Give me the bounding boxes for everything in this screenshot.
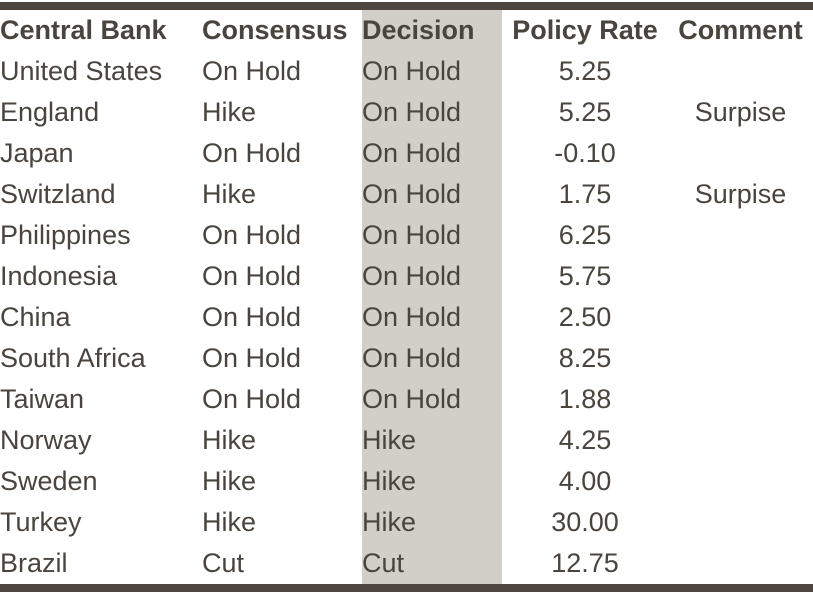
cell-consensus: Hike <box>202 179 257 209</box>
cell-central-bank: China <box>0 302 71 332</box>
cell-consensus: Hike <box>202 97 257 127</box>
central-bank-decisions-table: Central Bank Consensus Decision Policy R… <box>0 10 813 584</box>
cell-consensus: Cut <box>202 548 245 578</box>
table-row: Switzland Hike On Hold 1.75 Surpise <box>0 174 813 215</box>
table-row: Taiwan On Hold On Hold 1.88 <box>0 379 813 420</box>
cell-comment: Surpise <box>694 179 787 209</box>
cell-comment <box>668 338 813 379</box>
table-row: United States On Hold On Hold 5.25 <box>0 51 813 92</box>
header-consensus: Consensus <box>202 15 348 45</box>
cell-central-bank: United States <box>0 56 163 86</box>
header-comment: Comment <box>678 15 803 45</box>
cell-policy-rate: 4.25 <box>558 425 612 455</box>
table-row: Indonesia On Hold On Hold 5.75 <box>0 256 813 297</box>
cell-decision: On Hold <box>362 133 502 174</box>
cell-decision: On Hold <box>362 174 502 215</box>
cell-decision: Hike <box>362 420 502 461</box>
cell-consensus: Hike <box>202 466 257 496</box>
cell-decision: On Hold <box>362 92 502 133</box>
cell-comment <box>668 420 813 461</box>
table-row: Japan On Hold On Hold -0.10 <box>0 133 813 174</box>
cell-consensus: On Hold <box>202 261 302 291</box>
cell-central-bank: Japan <box>0 138 74 168</box>
cell-policy-rate: 12.75 <box>551 548 619 578</box>
cell-policy-rate: 4.00 <box>558 466 612 496</box>
table-row: Norway Hike Hike 4.25 <box>0 420 813 461</box>
cell-comment <box>668 502 813 543</box>
cell-decision: On Hold <box>362 379 502 420</box>
cell-central-bank: Sweden <box>0 466 98 496</box>
cell-decision: Hike <box>362 502 502 543</box>
cell-policy-rate: 5.25 <box>558 97 612 127</box>
cell-policy-rate: 6.25 <box>558 220 612 250</box>
cell-decision: On Hold <box>362 297 502 338</box>
cell-comment <box>668 51 813 92</box>
cell-consensus: On Hold <box>202 56 302 86</box>
cell-consensus: Hike <box>202 425 257 455</box>
cell-consensus: On Hold <box>202 220 302 250</box>
header-policy-rate: Policy Rate <box>512 15 658 45</box>
cell-consensus: On Hold <box>202 384 302 414</box>
cell-central-bank: Brazil <box>0 548 68 578</box>
cell-decision: On Hold <box>362 338 502 379</box>
cell-decision: Hike <box>362 461 502 502</box>
cell-comment <box>668 133 813 174</box>
cell-comment <box>668 543 813 584</box>
cell-decision: On Hold <box>362 256 502 297</box>
table-row: Turkey Hike Hike 30.00 <box>0 502 813 543</box>
cell-comment <box>668 297 813 338</box>
cell-central-bank: England <box>0 97 100 127</box>
cell-comment: Surpise <box>694 97 787 127</box>
table-row: Brazil Cut Cut 12.75 <box>0 543 813 584</box>
table-row: England Hike On Hold 5.25 Surpise <box>0 92 813 133</box>
cell-comment <box>668 215 813 256</box>
header-decision: Decision <box>362 10 502 51</box>
table-row: Sweden Hike Hike 4.00 <box>0 461 813 502</box>
cell-comment <box>668 256 813 297</box>
header-central-bank: Central Bank <box>0 15 167 45</box>
cell-comment <box>668 379 813 420</box>
cell-consensus: On Hold <box>202 302 302 332</box>
cell-policy-rate: 5.25 <box>558 56 612 86</box>
cell-consensus: Hike <box>202 507 257 537</box>
cell-policy-rate: 2.50 <box>558 302 612 332</box>
cell-comment <box>668 461 813 502</box>
header-row: Central Bank Consensus Decision Policy R… <box>0 10 813 51</box>
table-row: China On Hold On Hold 2.50 <box>0 297 813 338</box>
cell-decision: Cut <box>362 543 502 584</box>
table-row: South Africa On Hold On Hold 8.25 <box>0 338 813 379</box>
cell-central-bank: Norway <box>0 425 92 455</box>
cell-central-bank: Switzland <box>0 179 116 209</box>
cell-central-bank: Taiwan <box>0 384 85 414</box>
cell-policy-rate: 5.75 <box>558 261 612 291</box>
cell-decision: On Hold <box>362 51 502 92</box>
cell-policy-rate: 30.00 <box>551 507 619 537</box>
cell-policy-rate: 8.25 <box>558 343 612 373</box>
cell-central-bank: South Africa <box>0 343 146 373</box>
cell-policy-rate: -0.10 <box>554 138 616 168</box>
cell-central-bank: Turkey <box>0 507 82 537</box>
cell-central-bank: Indonesia <box>0 261 118 291</box>
cell-policy-rate: 1.88 <box>558 384 612 414</box>
cell-decision: On Hold <box>362 215 502 256</box>
cell-policy-rate: 1.75 <box>558 179 612 209</box>
cell-central-bank: Philippines <box>0 220 131 250</box>
cell-consensus: On Hold <box>202 138 302 168</box>
table-row: Philippines On Hold On Hold 6.25 <box>0 215 813 256</box>
cell-consensus: On Hold <box>202 343 302 373</box>
